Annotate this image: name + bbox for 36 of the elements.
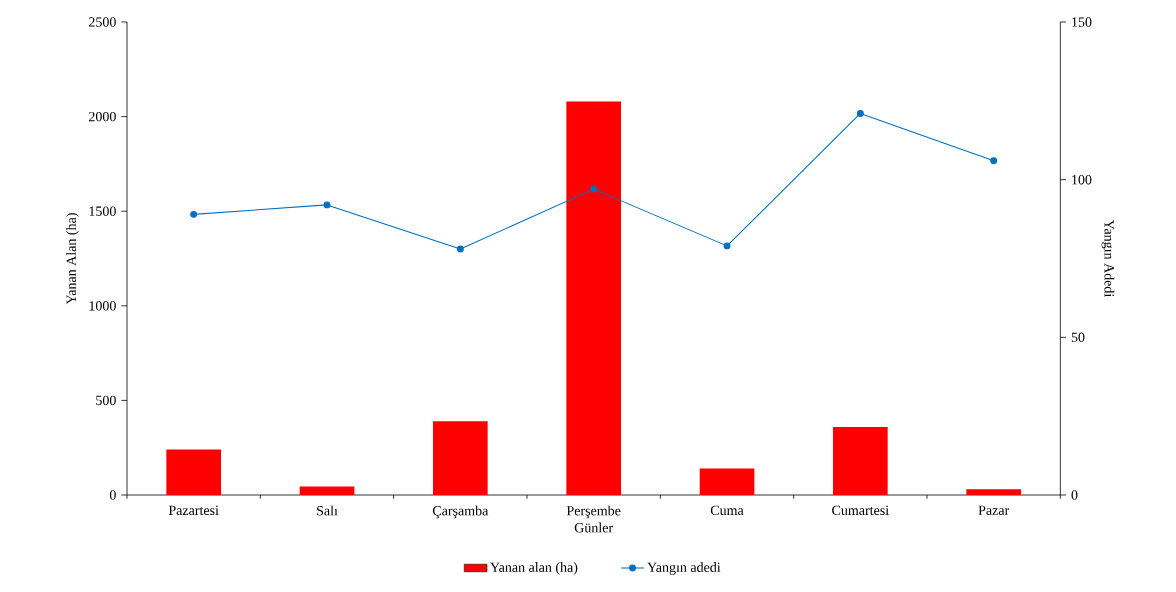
x-tick-label: Cumartesi — [832, 505, 889, 516]
y-tick-label: 1500 — [89, 206, 116, 216]
point — [190, 210, 198, 218]
point — [723, 242, 731, 250]
legend-label: Yanan alan (ha) — [490, 562, 578, 575]
y-tick-label: 1000 — [89, 301, 116, 311]
bar — [299, 486, 355, 495]
legend-label: Yangın adedi — [647, 562, 721, 575]
y-axis-title: Yanan Alan (ha) — [66, 213, 79, 305]
y-tick-label: 0 — [109, 490, 116, 500]
y-tick-label: 2500 — [88, 17, 116, 27]
point — [323, 201, 331, 209]
bar — [833, 426, 888, 495]
x-tick-label: Pazar — [978, 505, 1010, 515]
x-tick-label: Salı — [317, 505, 338, 516]
x-tick-label: Pazartesi — [168, 505, 219, 516]
point — [456, 245, 464, 253]
y-tick-label: 2000 — [88, 111, 116, 122]
point — [990, 157, 998, 165]
point — [856, 109, 864, 117]
x-tick-label: Perşembe — [566, 505, 621, 519]
y2-tick-label: 50 — [1071, 332, 1085, 343]
bar — [966, 489, 1022, 495]
y2-tick-label: 100 — [1072, 174, 1092, 185]
bar — [699, 468, 755, 495]
x-tick-label: Çarşamba — [432, 505, 489, 519]
bar — [433, 421, 488, 495]
y-tick-label: 500 — [96, 395, 116, 406]
y2-axis-title: Yangın Adedi — [1101, 219, 1115, 297]
x-tick-label: Cuma — [710, 505, 744, 516]
y2-tick-label: 0 — [1071, 490, 1078, 500]
x-axis-title: Günler — [574, 522, 613, 533]
point — [590, 185, 598, 193]
bar — [566, 101, 622, 495]
bar — [166, 449, 221, 495]
y2-tick-label: 150 — [1072, 17, 1092, 27]
